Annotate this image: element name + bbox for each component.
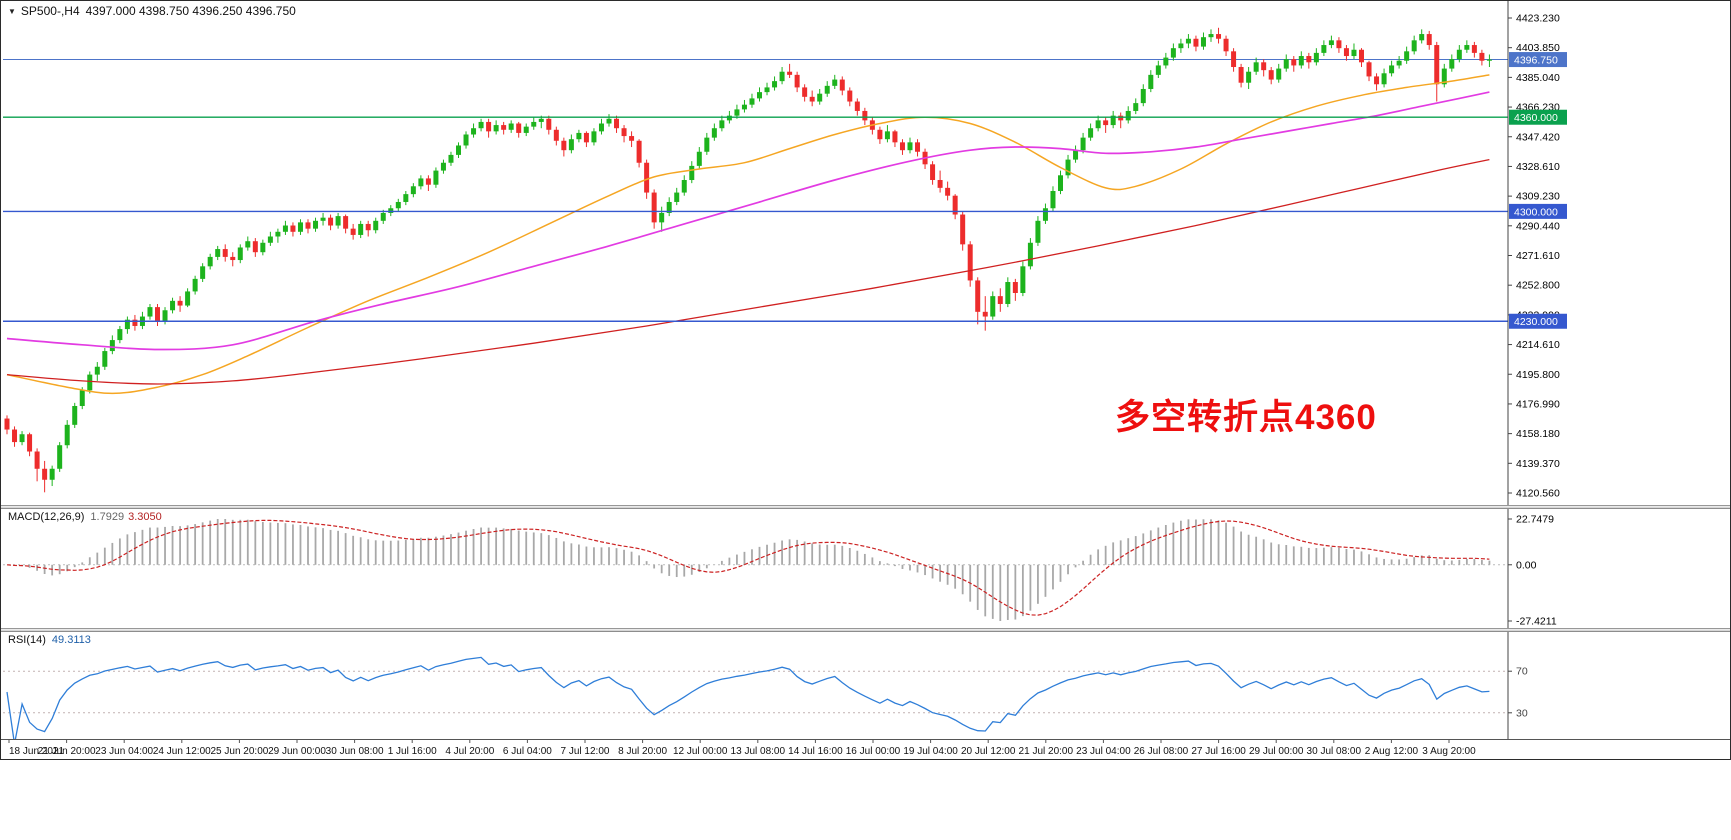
svg-text:4252.800: 4252.800 bbox=[1516, 280, 1560, 292]
svg-text:4214.610: 4214.610 bbox=[1516, 339, 1560, 351]
svg-text:3 Aug 20:00: 3 Aug 20:00 bbox=[1422, 746, 1476, 757]
panel-separator[interactable] bbox=[1, 628, 1730, 632]
svg-text:22.7479: 22.7479 bbox=[1516, 514, 1554, 526]
svg-text:1 Jul 16:00: 1 Jul 16:00 bbox=[388, 746, 437, 757]
macd-main-value: 1.7929 bbox=[90, 511, 125, 523]
svg-text:4328.610: 4328.610 bbox=[1516, 161, 1560, 173]
svg-text:4300.000: 4300.000 bbox=[1514, 206, 1558, 218]
svg-text:4360.000: 4360.000 bbox=[1514, 112, 1558, 124]
mt4-chart-window: 4423.230 4403.850 4385.040 4366.230 4347.420… bbox=[0, 0, 1731, 760]
svg-text:70: 70 bbox=[1516, 666, 1528, 678]
macd-panel: 22.7479 0.00 -27.4211 MACD(12,26,9) 1.7929 3… bbox=[1, 509, 1730, 628]
svg-text:23 Jul 04:00: 23 Jul 04:00 bbox=[1076, 746, 1131, 757]
symbol-timeframe-label: SP500-,H4 bbox=[20, 4, 80, 18]
rsi-label: RSI(14) bbox=[8, 634, 46, 646]
time-axis: 18 Jun 2021 21 Jun 20:00 23 Jun 04:00 24 Ju… bbox=[1, 739, 1730, 759]
svg-text:4158.180: 4158.180 bbox=[1516, 428, 1560, 440]
main-chart-panel: 4423.230 4403.850 4385.040 4366.230 4347.420… bbox=[1, 1, 1730, 505]
svg-text:4195.800: 4195.800 bbox=[1516, 369, 1560, 381]
svg-text:18 Jun 2021: 18 Jun 2021 bbox=[9, 746, 64, 757]
svg-text:29 Jul 00:00: 29 Jul 00:00 bbox=[1249, 746, 1304, 757]
svg-text:23 Jun 04:00: 23 Jun 04:00 bbox=[95, 746, 153, 757]
svg-text:4385.040: 4385.040 bbox=[1516, 72, 1560, 84]
rsi-panel: 70 30 RSI(14) 49.3113 bbox=[1, 632, 1730, 739]
macd-header: MACD(12,26,9) 1.7929 3.3050 bbox=[8, 511, 162, 523]
svg-text:30 Jul 08:00: 30 Jul 08:00 bbox=[1307, 746, 1362, 757]
svg-text:4403.850: 4403.850 bbox=[1516, 42, 1560, 54]
svg-text:4290.440: 4290.440 bbox=[1516, 220, 1560, 232]
chart-header: ▼ SP500-,H4 4397.000 4398.750 4396.250 439… bbox=[8, 4, 296, 18]
svg-text:4120.560: 4120.560 bbox=[1516, 488, 1560, 500]
svg-text:4423.230: 4423.230 bbox=[1516, 13, 1560, 25]
svg-text:26 Jul 08:00: 26 Jul 08:00 bbox=[1134, 746, 1189, 757]
svg-text:4176.990: 4176.990 bbox=[1516, 398, 1560, 410]
svg-text:21 Jul 20:00: 21 Jul 20:00 bbox=[1019, 746, 1074, 757]
macd-signal-value: 3.3050 bbox=[128, 511, 162, 523]
symbol-dropdown-icon[interactable]: ▼ bbox=[8, 7, 16, 16]
macd-chart-canvas[interactable]: 22.7479 0.00 -27.4211 bbox=[1, 509, 1730, 628]
svg-text:4309.230: 4309.230 bbox=[1516, 191, 1560, 203]
svg-text:4139.370: 4139.370 bbox=[1516, 458, 1560, 470]
svg-text:12 Jul 00:00: 12 Jul 00:00 bbox=[673, 746, 728, 757]
svg-text:7 Jul 12:00: 7 Jul 12:00 bbox=[561, 746, 610, 757]
rsi-chart-canvas[interactable]: 70 30 bbox=[1, 632, 1730, 739]
svg-text:2 Aug 12:00: 2 Aug 12:00 bbox=[1365, 746, 1419, 757]
svg-text:29 Jun 00:00: 29 Jun 00:00 bbox=[268, 746, 326, 757]
ohlc-values: 4397.000 4398.750 4396.250 4396.750 bbox=[85, 4, 296, 18]
svg-text:21 Jun 20:00: 21 Jun 20:00 bbox=[38, 746, 96, 757]
svg-text:24 Jun 12:00: 24 Jun 12:00 bbox=[153, 746, 211, 757]
svg-text:14 Jul 16:00: 14 Jul 16:00 bbox=[788, 746, 843, 757]
rsi-value: 49.3113 bbox=[51, 634, 91, 646]
rsi-header: RSI(14) 49.3113 bbox=[8, 634, 91, 646]
svg-text:-27.4211: -27.4211 bbox=[1516, 616, 1557, 628]
svg-text:13 Jul 08:00: 13 Jul 08:00 bbox=[731, 746, 786, 757]
svg-text:25 Jun 20:00: 25 Jun 20:00 bbox=[210, 746, 268, 757]
chart-annotation-text[interactable]: 多空转折点4360 bbox=[1115, 398, 1377, 437]
svg-text:4271.610: 4271.610 bbox=[1516, 250, 1560, 262]
svg-text:0.00: 0.00 bbox=[1516, 559, 1537, 571]
macd-label: MACD(12,26,9) bbox=[8, 511, 85, 523]
svg-text:16 Jul 00:00: 16 Jul 00:00 bbox=[846, 746, 901, 757]
svg-text:19 Jul 04:00: 19 Jul 04:00 bbox=[903, 746, 958, 757]
svg-text:30: 30 bbox=[1516, 707, 1528, 719]
price-chart-canvas[interactable]: 4423.2304403.8504385.0404366.2304347.420… bbox=[1, 1, 1730, 505]
svg-text:27 Jul 16:00: 27 Jul 16:00 bbox=[1191, 746, 1246, 757]
svg-text:4230.000: 4230.000 bbox=[1514, 316, 1558, 328]
svg-text:20 Jul 12:00: 20 Jul 12:00 bbox=[961, 746, 1016, 757]
svg-text:4396.750: 4396.750 bbox=[1514, 55, 1558, 67]
svg-text:30 Jun 08:00: 30 Jun 08:00 bbox=[326, 746, 384, 757]
svg-text:4347.420: 4347.420 bbox=[1516, 131, 1560, 143]
panel-separator[interactable] bbox=[1, 505, 1730, 509]
svg-text:8 Jul 20:00: 8 Jul 20:00 bbox=[618, 746, 667, 757]
svg-text:6 Jul 04:00: 6 Jul 04:00 bbox=[503, 746, 552, 757]
svg-text:4 Jul 20:00: 4 Jul 20:00 bbox=[445, 746, 494, 757]
